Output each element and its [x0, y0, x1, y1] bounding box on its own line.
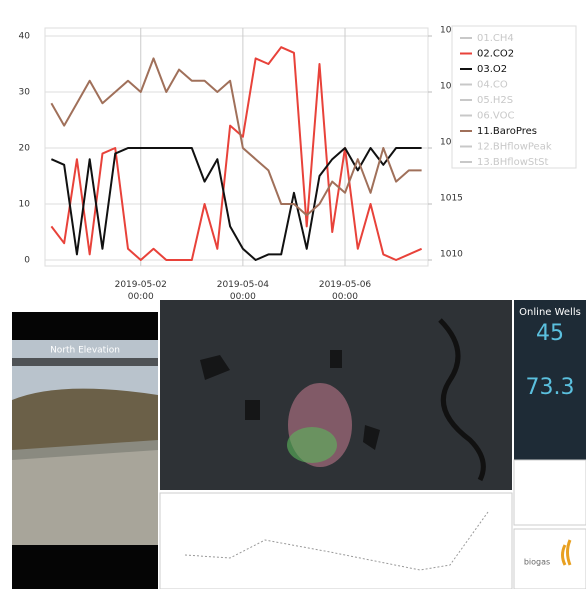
- camera-title: North Elevation: [50, 346, 120, 356]
- legend-entry: 11.BaroPres: [477, 126, 537, 137]
- legend-entry: 01.CH4: [477, 33, 514, 44]
- page: 010203040101010151020102510302019-05-020…: [0, 0, 586, 589]
- wells-cluster-ok: [287, 427, 337, 463]
- legend-entry: 13.BHflowStSt: [477, 157, 548, 168]
- trend-panel: [160, 493, 512, 589]
- y-tick-label: 40: [19, 32, 31, 42]
- caption-bar: [12, 358, 158, 366]
- y-tick-label: 20: [19, 144, 31, 154]
- stats-box: [514, 460, 586, 525]
- dashboard: North Elevation Online Wells 45 73.3 bio…: [0, 300, 586, 589]
- legend-entry: 05.H2S: [477, 95, 513, 106]
- ground: [12, 450, 158, 545]
- y-tick-label: 30: [19, 88, 31, 98]
- hill: [12, 389, 158, 450]
- y-tick-label: 10: [19, 200, 31, 210]
- y2-tick-label: 1015: [440, 194, 463, 204]
- legend-entry: 06.VOC: [477, 111, 514, 122]
- y2-tick-label: 1010: [440, 250, 463, 260]
- legend-entry: 12.BHflowPeak: [477, 142, 552, 153]
- logo: biogas: [524, 558, 550, 567]
- wells-value: 45: [536, 321, 564, 346]
- wells-title: Online Wells: [519, 307, 581, 318]
- flow-value: 73.3: [526, 375, 575, 400]
- legend-entry: 04.CO: [477, 80, 508, 91]
- legend-entry: 02.CO2: [477, 49, 514, 60]
- legend-entry: 03.O2: [477, 64, 507, 75]
- y-tick-label: 0: [24, 256, 30, 266]
